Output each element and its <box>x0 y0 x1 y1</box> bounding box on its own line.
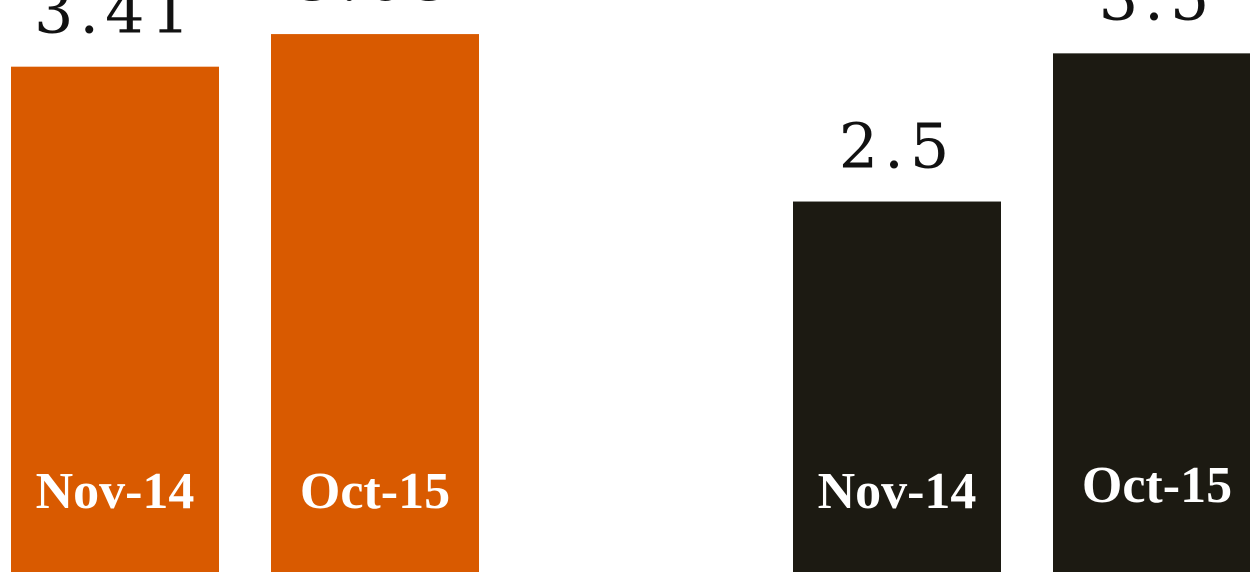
bar-group-1: 3.41 Nov-14 3.63 Oct-15 <box>11 0 479 572</box>
category-label: Nov-14 <box>36 463 195 520</box>
category-label: Oct-15 <box>1082 457 1232 514</box>
value-label: 2.5 <box>839 110 956 183</box>
category-label: Nov-14 <box>818 463 977 520</box>
value-label: 3.41 <box>34 0 196 48</box>
bar-group-2: 2.5 Nov-14 3.5 Oct-15 <box>793 0 1250 572</box>
value-label: 3.63 <box>294 0 456 15</box>
bar-nov-14 <box>793 201 1001 572</box>
value-label: 3.5 <box>1099 0 1216 34</box>
bar-nov-14 <box>11 66 219 572</box>
category-label: Oct-15 <box>300 463 450 520</box>
bar-oct-15 <box>271 34 479 572</box>
bar-oct-15 <box>1053 53 1250 572</box>
